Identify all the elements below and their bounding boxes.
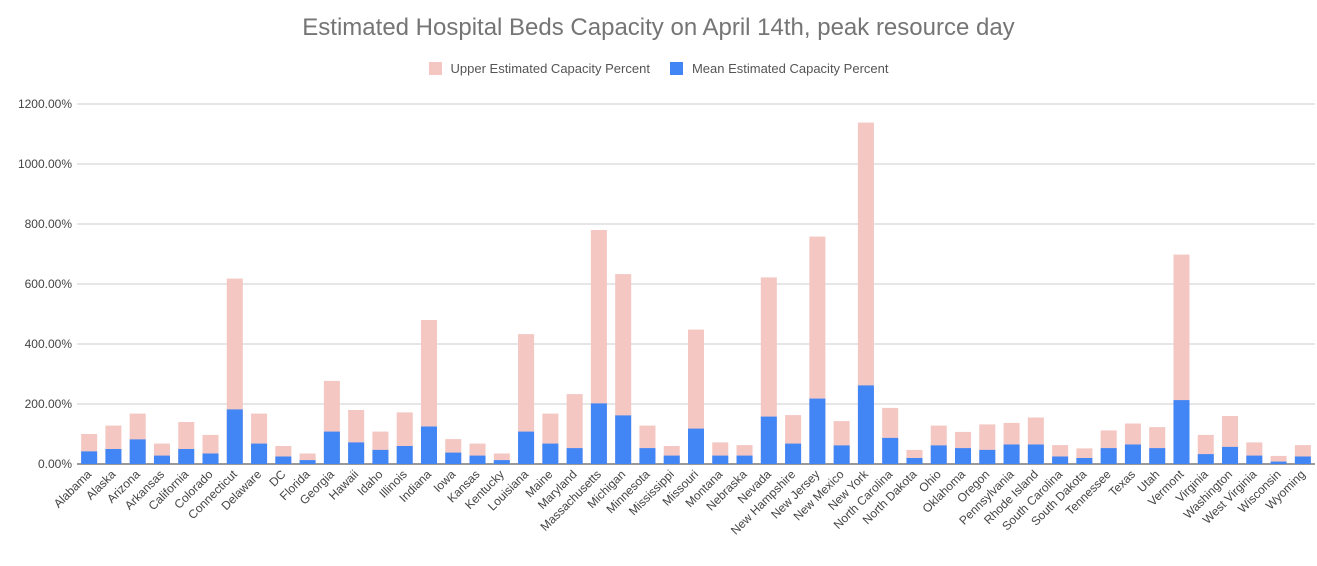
- chart-legend: Upper Estimated Capacity Percent Mean Es…: [0, 61, 1317, 76]
- bar-mean: [1294, 456, 1311, 464]
- bar-mean: [81, 451, 98, 464]
- bar-mean: [785, 443, 802, 464]
- bar-upper: [299, 453, 316, 464]
- y-tick-label: 200.00%: [25, 397, 73, 411]
- bar-mean: [639, 448, 656, 464]
- bar-mean: [1270, 461, 1287, 464]
- bar-mean: [736, 455, 753, 464]
- bar-mean: [712, 455, 729, 464]
- bar-mean: [1222, 446, 1239, 464]
- y-tick-label: 600.00%: [25, 277, 73, 291]
- bar-mean: [226, 409, 243, 464]
- bar-mean: [153, 455, 170, 464]
- bar-mean: [1149, 448, 1166, 464]
- bar-mean: [833, 445, 850, 464]
- bar-mean: [955, 448, 972, 464]
- legend-label-upper: Upper Estimated Capacity Percent: [450, 61, 650, 76]
- bar-upper: [566, 394, 583, 464]
- bar-mean: [1052, 456, 1069, 464]
- bar-mean: [420, 426, 437, 464]
- y-tick-label: 400.00%: [25, 337, 73, 351]
- bar-mean: [518, 431, 535, 464]
- bar-mean: [129, 439, 146, 464]
- x-tick-label: Texas: [1106, 467, 1138, 499]
- bar-mean: [105, 449, 122, 464]
- y-tick-label: 0.00%: [38, 457, 72, 471]
- bar-upper: [518, 334, 535, 464]
- y-tick-label: 1000.00%: [18, 157, 72, 171]
- bar-mean: [906, 458, 923, 464]
- legend-item-upper: Upper Estimated Capacity Percent: [428, 61, 650, 76]
- bar-mean: [663, 455, 680, 464]
- bar-mean: [469, 455, 486, 464]
- bar-mean: [1003, 444, 1020, 464]
- legend-swatch-upper: [428, 62, 442, 75]
- bar-mean: [1197, 454, 1214, 464]
- bar-mean: [1173, 400, 1190, 464]
- bar-upper: [857, 122, 874, 464]
- bar-mean: [760, 416, 777, 464]
- legend-swatch-mean: [669, 62, 683, 75]
- bar-mean: [1076, 458, 1093, 464]
- chart-title: Estimated Hospital Beds Capacity on Apri…: [302, 14, 1015, 41]
- bar-mean: [445, 452, 462, 464]
- bar-mean: [1246, 455, 1263, 464]
- legend-item-mean: Mean Estimated Capacity Percent: [669, 61, 889, 76]
- bar-mean: [809, 398, 826, 464]
- y-tick-label: 800.00%: [25, 217, 73, 231]
- bar-mean: [857, 385, 874, 464]
- bar-mean: [882, 437, 899, 464]
- bar-mean: [493, 460, 510, 464]
- bar-mean: [566, 448, 583, 464]
- bar-mean: [251, 443, 268, 464]
- bar-mean: [348, 442, 365, 464]
- bar-mean: [930, 445, 947, 464]
- bar-mean: [542, 443, 559, 464]
- bar-mean: [275, 456, 292, 464]
- bar-mean: [372, 449, 389, 464]
- bar-mean: [979, 449, 996, 464]
- bar-upper: [493, 453, 510, 464]
- bar-mean: [178, 449, 195, 464]
- bar-mean: [615, 415, 632, 464]
- bar-mean: [299, 460, 316, 464]
- y-tick-label: 1200.00%: [18, 97, 72, 111]
- bar-mean: [687, 428, 705, 464]
- bar-mean: [202, 453, 219, 464]
- bar-upper: [1270, 455, 1287, 464]
- bar-mean: [323, 431, 340, 464]
- bar-mean: [1100, 448, 1117, 464]
- bar-mean: [590, 403, 607, 464]
- bar-mean: [396, 446, 413, 464]
- bar-mean: [1027, 444, 1044, 464]
- legend-label-mean: Mean Estimated Capacity Percent: [691, 61, 889, 76]
- bar-mean: [1124, 444, 1141, 464]
